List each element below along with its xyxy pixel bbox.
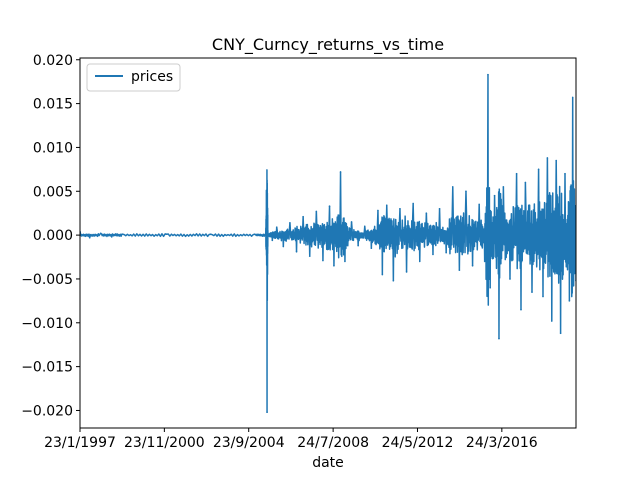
data-point <box>524 181 527 184</box>
data-point <box>392 279 395 282</box>
y-tick-label: 0.010 <box>33 140 73 156</box>
data-point <box>165 233 168 236</box>
data-point <box>546 157 549 159</box>
data-point <box>531 291 533 293</box>
data-point <box>370 247 373 250</box>
legend-label-prices: prices <box>131 69 173 85</box>
data-point <box>381 273 384 276</box>
data-point <box>322 259 324 262</box>
data-point <box>271 239 274 242</box>
y-tick-label: −0.010 <box>21 316 73 332</box>
data-point <box>385 204 388 207</box>
data-point <box>542 295 544 298</box>
data-point <box>363 225 366 228</box>
x-axis: 23/1/1997 23/11/2000 23/9/2004 24/7/2008 24/… <box>44 428 538 451</box>
data-point <box>377 209 379 212</box>
data-point <box>509 278 511 280</box>
data-point <box>432 253 434 256</box>
data-point <box>458 269 461 271</box>
y-tick-label: 0.020 <box>33 53 73 69</box>
data-point <box>425 212 428 214</box>
data-point <box>412 202 414 205</box>
data-point <box>571 96 574 99</box>
y-axis: 0.020 0.015 0.010 0.005 0.000 −0.005 −0.010 −0.… <box>21 53 80 419</box>
data-point <box>333 265 335 267</box>
data-point <box>405 271 408 273</box>
data-point <box>308 255 311 257</box>
data-point <box>99 232 102 235</box>
y-tick-label: 0.005 <box>33 184 73 200</box>
data-point <box>267 232 269 235</box>
data-point <box>266 411 268 414</box>
data-point <box>339 171 342 173</box>
data-point <box>555 159 557 162</box>
data-point <box>328 205 331 207</box>
data-point <box>121 233 124 236</box>
data-point <box>471 265 474 267</box>
data-point <box>289 222 291 224</box>
data-point <box>438 208 441 210</box>
y-tick-label: 0.015 <box>33 97 73 113</box>
x-tick-label: 23/9/2004 <box>213 435 285 451</box>
data-point <box>418 260 421 263</box>
data-point <box>253 233 256 236</box>
legend: prices <box>86 63 181 92</box>
data-point <box>209 233 212 236</box>
data-point <box>465 190 467 193</box>
data-point <box>487 73 489 76</box>
data-point <box>143 235 146 237</box>
data-point <box>564 172 566 175</box>
data-point <box>520 308 522 311</box>
data-point <box>498 337 500 340</box>
y-tick-label: 0.000 <box>33 228 73 244</box>
plot-area <box>80 73 576 414</box>
data-point <box>295 250 298 253</box>
data-point <box>568 300 571 302</box>
data-point <box>264 233 267 236</box>
x-tick-label: 24/3/2016 <box>466 435 538 451</box>
data-point <box>489 286 491 289</box>
chart-title: CNY_Curncy_returns_vs_time <box>212 35 444 55</box>
data-point <box>399 208 401 210</box>
data-point <box>350 221 353 223</box>
x-tick-label: 23/1/1997 <box>44 435 116 451</box>
data-point <box>478 203 480 206</box>
legend-frame <box>86 63 181 92</box>
data-point <box>515 172 518 175</box>
y-tick-label: −0.005 <box>21 272 73 288</box>
data-point <box>537 168 540 171</box>
data-point <box>315 210 318 213</box>
data-point <box>302 215 304 218</box>
data-point <box>451 186 454 188</box>
data-point <box>187 235 190 237</box>
data-point <box>282 245 285 248</box>
data-point <box>483 260 486 263</box>
data-point <box>357 244 359 247</box>
data-point <box>559 332 562 335</box>
data-point <box>110 236 113 238</box>
data-point <box>445 251 447 254</box>
data-point <box>502 186 505 188</box>
data-point <box>550 320 553 322</box>
x-tick-label: 24/7/2008 <box>297 435 369 451</box>
data-point <box>88 236 91 239</box>
data-point <box>493 194 496 197</box>
data-point <box>231 235 234 237</box>
x-tick-label: 24/5/2012 <box>382 435 454 451</box>
data-point <box>275 226 278 229</box>
x-axis-label: date <box>312 455 344 471</box>
axes-frame <box>79 57 577 429</box>
y-tick-label: −0.015 <box>21 360 73 376</box>
y-tick-label: −0.020 <box>21 403 73 419</box>
x-tick-label: 23/11/2000 <box>124 435 205 451</box>
data-point <box>344 260 346 263</box>
